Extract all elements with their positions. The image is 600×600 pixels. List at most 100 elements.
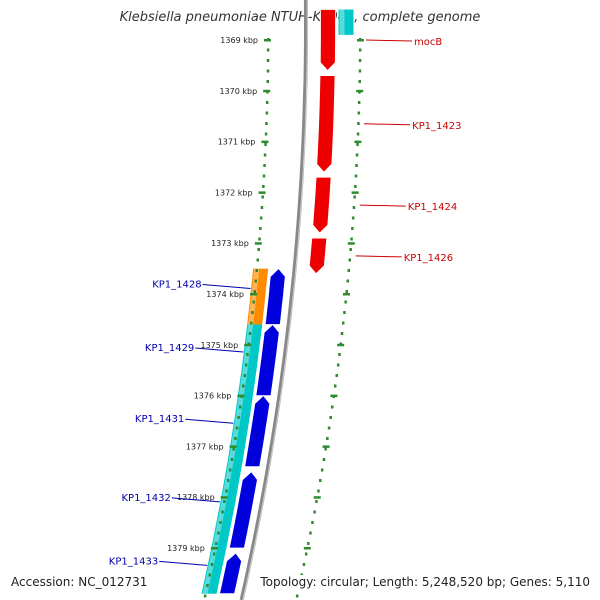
tick-dot xyxy=(262,185,265,188)
tick-dot xyxy=(259,227,262,230)
tick-dot xyxy=(358,59,362,62)
tick-dot xyxy=(259,216,263,220)
tick-dot xyxy=(252,300,255,304)
tick-dot xyxy=(232,447,235,451)
major-tick xyxy=(264,39,271,42)
tick-dot xyxy=(256,258,259,262)
reverse-gene-arrow[interactable] xyxy=(264,268,286,325)
scale-label: 1370 kbp xyxy=(219,87,257,96)
tick-dot xyxy=(263,153,267,157)
tick-dot xyxy=(322,458,326,461)
backbone-shine xyxy=(242,0,308,600)
tick-dot xyxy=(356,143,359,146)
tick-dot xyxy=(348,258,351,262)
major-tick xyxy=(250,293,257,296)
scale-label: 1378 kbp xyxy=(177,493,215,502)
forward-gene-arrow[interactable] xyxy=(319,9,336,72)
tick-dot xyxy=(358,69,362,73)
tick-dot xyxy=(313,510,316,514)
tick-dot xyxy=(334,384,337,388)
tick-dot xyxy=(309,531,312,535)
gene-label[interactable]: KP1_1426 xyxy=(404,253,453,264)
tick-dot xyxy=(354,185,357,188)
tick-dot xyxy=(258,237,261,241)
scale-label: 1372 kbp xyxy=(215,188,253,197)
gene-label[interactable]: KP1_1423 xyxy=(412,121,461,132)
tick-dot xyxy=(354,174,358,178)
major-tick xyxy=(258,191,266,194)
tick-dot xyxy=(242,384,245,388)
tick-dot xyxy=(335,374,338,377)
major-tick xyxy=(229,445,237,448)
tick-dot xyxy=(266,48,270,52)
gene-label[interactable]: KP1_1424 xyxy=(408,202,457,213)
tick-dot xyxy=(210,563,214,566)
scale-label: 1371 kbp xyxy=(218,138,256,147)
tick-dot xyxy=(352,206,356,209)
tick-dot xyxy=(234,437,237,440)
tick-dot xyxy=(203,594,207,598)
backbone-track xyxy=(239,0,308,600)
tick-dot xyxy=(302,563,306,566)
tick-dot xyxy=(331,405,334,409)
major-tick xyxy=(343,293,350,296)
tick-dot xyxy=(255,269,258,272)
tick-dot xyxy=(357,111,361,115)
scale-label: 1373 kbp xyxy=(211,239,249,248)
gene-label-track: mocB KP1_1423 KP1_1424 KP1_1426 KP1_1428 KP1_… xyxy=(109,37,462,567)
forward-gene-arrow[interactable] xyxy=(316,75,336,173)
label-leader xyxy=(359,204,406,207)
gene-label[interactable]: KP1_1431 xyxy=(135,414,184,425)
tick-dot xyxy=(239,405,242,409)
gene-label[interactable]: KP1_1428 xyxy=(152,280,201,291)
tick-dot xyxy=(345,290,348,293)
tick-dot xyxy=(261,195,264,199)
tick-dot xyxy=(212,552,216,556)
gene-label[interactable]: mocB xyxy=(414,37,442,48)
label-leader xyxy=(159,560,208,566)
tick-dot xyxy=(295,594,299,598)
tick-dot xyxy=(307,542,310,545)
tick-dot xyxy=(347,269,350,272)
tick-dot xyxy=(221,510,224,514)
tick-dot xyxy=(262,174,266,178)
major-tick xyxy=(220,496,228,499)
tick-dot xyxy=(357,122,360,125)
label-leader xyxy=(355,255,402,258)
tick-dot xyxy=(315,500,318,503)
tick-dot xyxy=(343,311,346,314)
tick-dot xyxy=(351,227,354,230)
tick-dot xyxy=(311,521,314,524)
tick-dot xyxy=(215,542,218,545)
tick-dot xyxy=(254,279,257,283)
gene-label[interactable]: KP1_1433 xyxy=(109,556,158,567)
tick-dot xyxy=(244,363,248,367)
tick-dot xyxy=(235,426,239,430)
tick-dot xyxy=(227,479,230,482)
orange-feature xyxy=(247,268,269,325)
tick-dot xyxy=(351,216,355,220)
tick-dot xyxy=(324,447,327,451)
gene-label[interactable]: KP1_1429 xyxy=(145,343,194,354)
reverse-gene-arrow[interactable] xyxy=(244,395,271,468)
tick-dot xyxy=(356,132,360,136)
tick-dot xyxy=(353,195,356,199)
major-tick xyxy=(354,140,362,144)
reverse-gene-arrow[interactable] xyxy=(218,552,243,595)
reverse-gene-arrow[interactable] xyxy=(228,471,258,549)
tick-dot xyxy=(350,237,353,241)
forward-gene-arrow[interactable] xyxy=(312,176,332,234)
tick-dot xyxy=(246,353,249,356)
tick-dot xyxy=(336,363,340,367)
tick-dot xyxy=(219,521,222,524)
tick-dot xyxy=(349,248,352,251)
gene-label[interactable]: KP1_1432 xyxy=(121,493,170,504)
tick-dot xyxy=(223,500,226,503)
major-tick xyxy=(237,394,245,398)
tick-dot xyxy=(263,164,266,167)
label-leader xyxy=(195,347,244,353)
feature-highlight xyxy=(248,268,260,325)
forward-gene-arrow[interactable] xyxy=(308,237,328,275)
tick-dot xyxy=(266,59,270,62)
